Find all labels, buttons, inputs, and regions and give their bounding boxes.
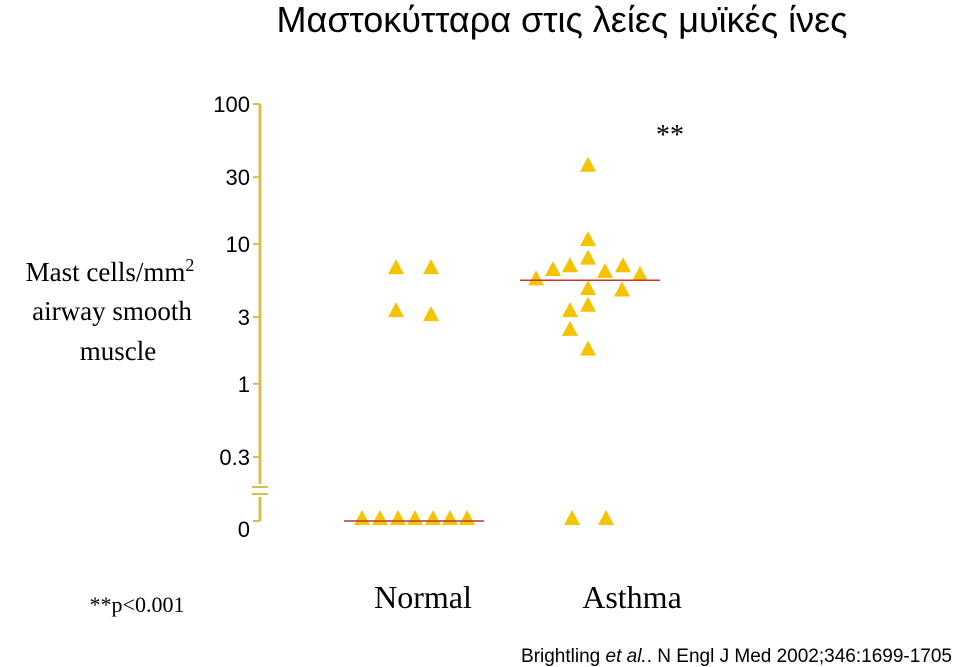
data-point [407,510,423,525]
y-axis-label-line: muscle [80,336,156,366]
data-point [580,280,596,296]
citation-author: Brightling [521,646,600,667]
data-point [388,259,404,275]
data-point [580,156,596,172]
data-point [372,510,388,525]
data-point [564,510,580,525]
x-tick-label: Normal [374,579,472,615]
data-point [597,262,613,278]
data-point [459,510,475,525]
y-tick-label: 0.3 [219,445,250,470]
data-point [354,510,370,525]
citation-etal: et al. [606,646,647,667]
y-axis-label: Mast cells/mm2 [26,255,195,287]
data-point [390,510,406,525]
data-point [423,259,439,275]
data-point [388,302,404,318]
data-point [615,257,631,273]
x-tick-label: Asthma [582,579,682,615]
data-point [425,510,441,525]
data-point [580,296,596,312]
y-tick-label: 0 [238,517,250,542]
data-point [598,510,614,525]
data-point [614,281,630,297]
y-tick-label: 3 [238,305,250,330]
data-point [562,257,578,273]
data-point [632,266,648,282]
y-axis-label-line: Mast cells/mm [26,257,186,287]
data-point [562,320,578,336]
data-point [580,340,596,356]
data-point [580,231,596,247]
y-axis-label-superscript: 2 [185,255,194,275]
y-axis-label-line: airway smooth [32,296,192,326]
chart-title: Μαστοκύτταρα στις λείες μυϊκές ίνες [277,0,848,40]
data-point [580,249,596,265]
data-point [562,302,578,318]
y-tick-label: 1 [238,372,250,397]
citation: Brightling et al.. N Engl J Med 2002;346… [521,646,952,667]
significance-annotation: ** [656,120,684,151]
y-tick-label: 10 [226,232,250,257]
data-point [528,270,544,286]
citation-journal: . N Engl J Med 2002;346:1699-1705 [647,646,952,667]
y-tick-label: 100 [213,92,250,117]
data-point [423,306,439,322]
y-tick-label: 30 [226,165,250,190]
note: **p<0.001 [90,592,185,617]
data-point [545,260,561,276]
data-point [442,510,458,525]
